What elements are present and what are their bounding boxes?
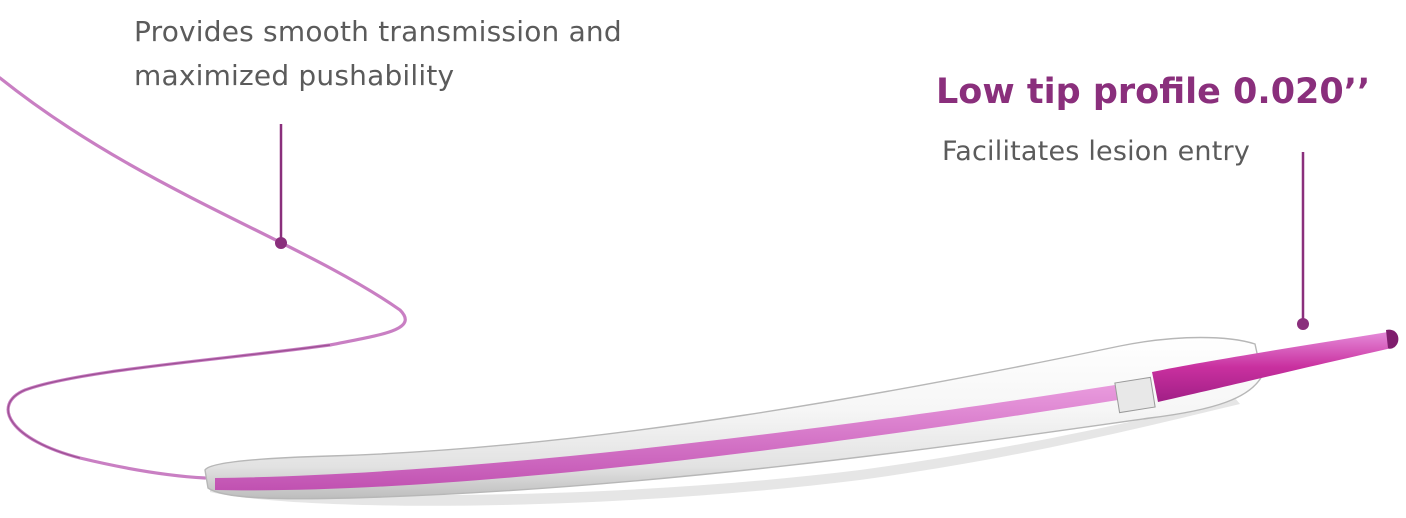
tip-callout-description: Facilitates lesion entry xyxy=(942,136,1251,167)
marker-band xyxy=(1114,376,1156,414)
guidewire-highlight xyxy=(7,344,331,459)
guidewire xyxy=(0,76,407,480)
tip-callout-title: Low tip profile 0.020’’ xyxy=(936,72,1371,112)
shaft-callout-dot xyxy=(275,237,287,249)
tip-end xyxy=(1386,329,1399,349)
distal-tip xyxy=(1152,332,1397,402)
shaft-callout-description: Provides smooth transmission and maximiz… xyxy=(134,15,622,92)
tip-callout-dot xyxy=(1297,318,1309,330)
inner-shaft xyxy=(215,385,1118,491)
